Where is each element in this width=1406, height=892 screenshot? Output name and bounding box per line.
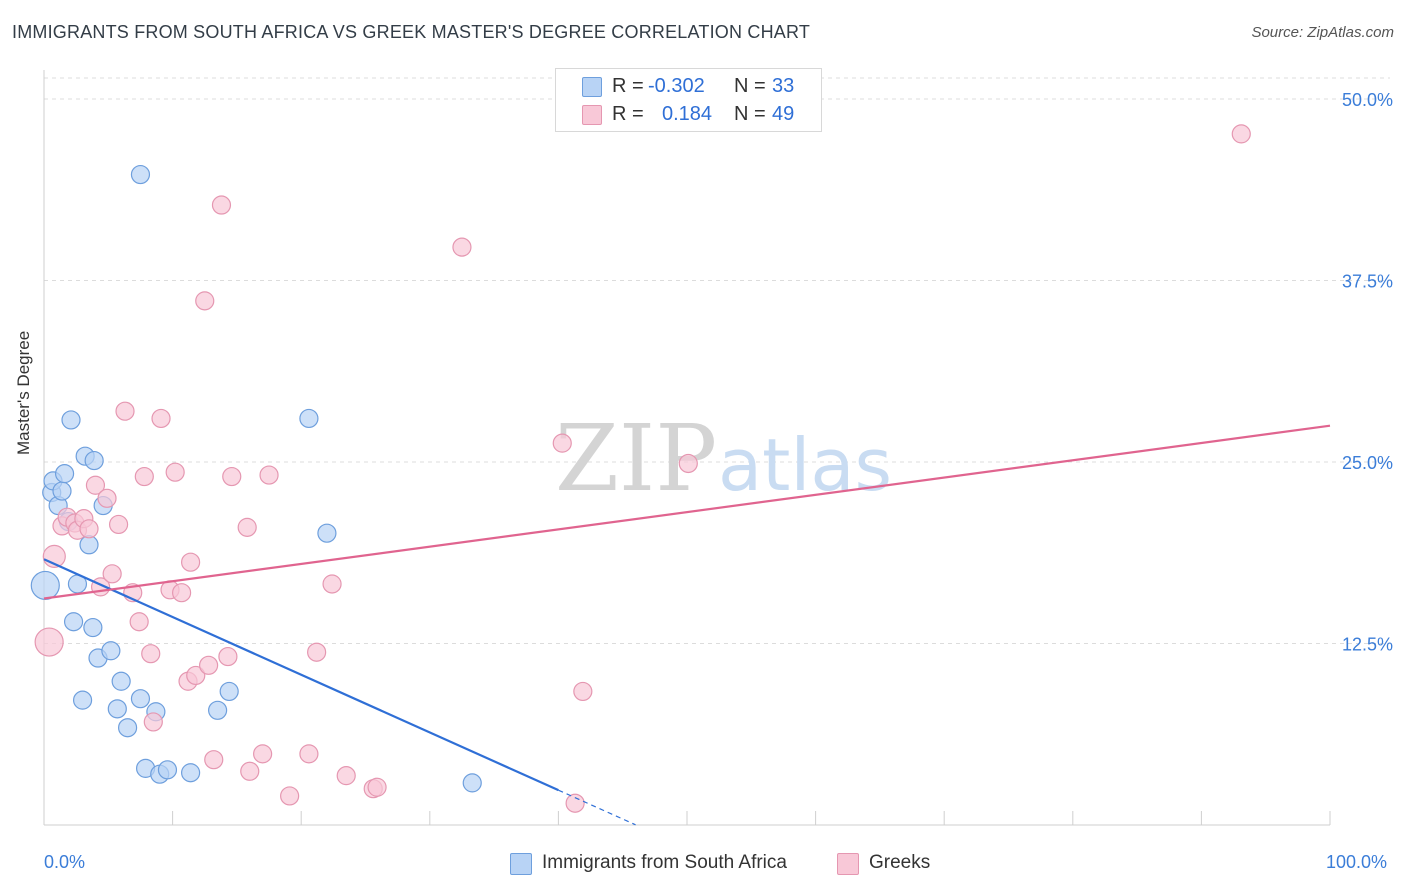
greeks-point	[97, 488, 117, 508]
r-value: -0.302	[648, 75, 705, 97]
n-value: 33	[772, 75, 795, 97]
south-africa-point	[130, 689, 151, 709]
n-label: N =	[734, 103, 766, 125]
blue-swatch	[510, 853, 532, 875]
stats-legend: R = -0.302 N = 33 R = 0.184 N = 49	[555, 68, 822, 132]
south-africa-point	[107, 699, 127, 719]
greeks-point	[253, 744, 273, 764]
r-label: R =	[612, 103, 644, 125]
south-africa-point	[130, 164, 151, 185]
south-africa-point	[462, 773, 482, 793]
south-africa-point	[83, 617, 103, 638]
south-africa-point	[208, 700, 228, 720]
greeks-point	[186, 665, 206, 686]
south-africa-point	[181, 763, 201, 783]
greeks-point	[259, 465, 279, 485]
greeks-trend-line	[43, 424, 1331, 600]
greeks-point	[222, 466, 242, 487]
greeks-point	[181, 552, 201, 572]
greeks-point	[322, 574, 342, 594]
n-value: 49	[772, 103, 795, 125]
south-africa-point	[79, 535, 99, 555]
greeks-point	[199, 655, 219, 675]
axis-layer	[43, 70, 1331, 826]
n-label: N =	[734, 75, 766, 97]
r-label: R =	[612, 75, 644, 97]
greeks-point	[237, 517, 257, 537]
greeks-point	[108, 514, 129, 535]
pink-swatch	[582, 105, 602, 125]
greeks-point	[151, 408, 171, 429]
watermark-atlas: atlas	[718, 423, 892, 507]
greeks-point	[129, 612, 149, 632]
south-africa-point	[52, 481, 72, 501]
greeks-point	[211, 195, 232, 215]
source-label: Source: ZipAtlas.com	[1251, 24, 1394, 41]
chart-title: IMMIGRANTS FROM SOUTH AFRICA VS GREEK MA…	[12, 22, 811, 42]
greeks-point	[195, 291, 215, 311]
greeks-point	[299, 744, 319, 764]
greeks-point	[134, 466, 154, 487]
y-tick-label: 12.5%	[1342, 635, 1393, 655]
south-africa-point	[72, 690, 93, 710]
x-tick-label-max: 100.0%	[1326, 852, 1388, 872]
greeks-point	[204, 750, 224, 770]
south-africa-point	[117, 718, 138, 738]
greeks-point	[280, 786, 300, 806]
greeks-point	[367, 777, 387, 797]
r-value: 0.184	[662, 103, 713, 125]
greeks-point	[165, 462, 185, 482]
trend-layer	[43, 424, 1331, 826]
south-africa-point	[219, 681, 239, 702]
x-tick-label-min: 0.0%	[44, 852, 86, 872]
blue-swatch	[582, 77, 602, 97]
greeks-point	[240, 761, 260, 781]
south-africa-point	[54, 464, 75, 484]
greeks-point	[102, 564, 122, 584]
pink-swatch	[837, 853, 859, 875]
greeks-point	[336, 766, 356, 786]
south-africa-point	[101, 641, 121, 661]
south-africa-point	[84, 450, 104, 471]
south-africa-point	[30, 570, 60, 601]
greeks-point	[1231, 124, 1251, 144]
south-africa-point	[61, 410, 81, 430]
greeks-point	[552, 433, 572, 453]
y-tick-labels: 12.5% 25.0% 37.5% 50.0%	[1342, 90, 1393, 654]
south-africa-point	[111, 671, 131, 691]
greeks-point	[79, 519, 99, 539]
south-africa-point	[299, 408, 319, 429]
south-africa-point	[63, 612, 84, 632]
greeks-point	[115, 401, 135, 421]
south-africa-point	[317, 523, 337, 543]
greeks-point	[452, 237, 472, 257]
greeks-point	[565, 793, 585, 813]
greeks-point	[307, 642, 327, 662]
south-africa-trend-line	[43, 558, 559, 792]
legend-label: Immigrants from South Africa	[542, 852, 787, 873]
south-africa-point	[157, 760, 178, 780]
greeks-point	[85, 475, 106, 495]
y-tick-label: 25.0%	[1342, 453, 1393, 473]
greeks-point	[141, 644, 161, 664]
watermark: ZIP atlas	[555, 405, 892, 512]
greeks-point	[678, 453, 698, 474]
legend-label: Greeks	[869, 852, 931, 873]
y-tick-label: 37.5%	[1342, 272, 1393, 292]
greeks-point	[143, 712, 163, 732]
y-tick-label: 50.0%	[1342, 90, 1393, 110]
greeks-point	[218, 646, 238, 667]
greeks-point	[573, 681, 593, 702]
greeks-point	[172, 583, 192, 603]
y-axis-label: Master's Degree	[14, 330, 33, 455]
grid-layer	[44, 77, 1390, 645]
points-layer	[30, 124, 1251, 813]
greeks-point	[34, 627, 64, 657]
